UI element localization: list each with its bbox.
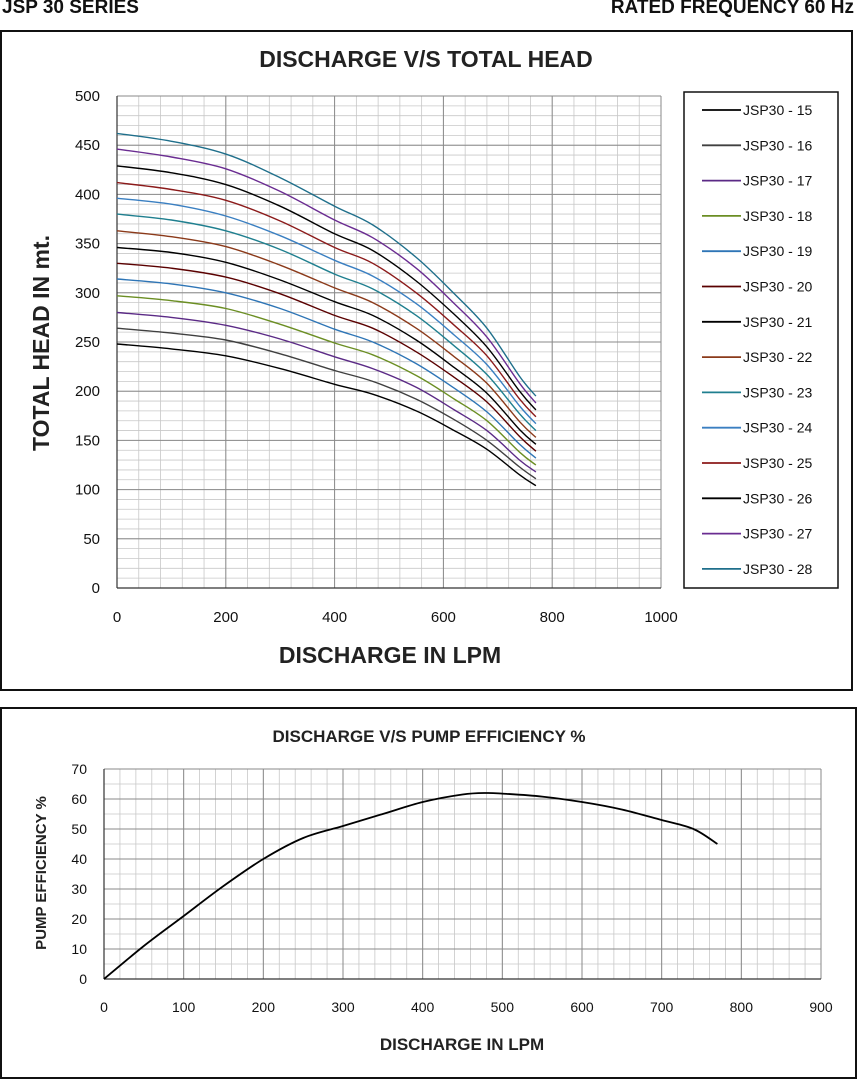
efficiency-chart-xlabel: DISCHARGE IN LPM <box>380 1035 544 1054</box>
series-line-5 <box>116 278 537 459</box>
legend-label: JSP30 - 24 <box>743 420 812 436</box>
y-tick-label: 0 <box>79 971 87 987</box>
x-tick-label: 900 <box>809 999 833 1015</box>
legend-label: JSP30 - 28 <box>743 561 812 577</box>
series-line-2 <box>116 327 537 480</box>
legend-label: JSP30 - 17 <box>743 173 812 189</box>
y-tick-label: 60 <box>71 791 87 807</box>
y-tick-label: 30 <box>71 881 87 897</box>
series-line-4 <box>116 295 537 466</box>
x-tick-label: 800 <box>730 999 754 1015</box>
legend-label: JSP30 - 18 <box>743 208 812 224</box>
head-plot: 0 200 400 600 800 1000 0 50 100 150 200 250 300 350 40… <box>75 88 678 626</box>
y-tick-label: 200 <box>75 383 100 400</box>
legend-label: JSP30 - 27 <box>743 526 812 542</box>
series-line-8 <box>116 230 537 438</box>
y-tick-label: 350 <box>75 236 100 253</box>
y-tick-label: 50 <box>71 821 87 837</box>
x-tick-label: 500 <box>491 999 515 1015</box>
efficiency-chart-title: DISCHARGE V/S PUMP EFFICIENCY % <box>273 727 586 746</box>
series-line-3 <box>116 311 537 473</box>
y-tick-label: 10 <box>71 941 87 957</box>
x-tick-label: 0 <box>100 999 108 1015</box>
legend-box <box>683 91 839 589</box>
y-tick-label: 100 <box>75 482 100 499</box>
y-tick-label: 250 <box>75 334 100 351</box>
x-tick-label: 200 <box>213 609 238 626</box>
head-chart-xlabel: DISCHARGE IN LPM <box>279 642 501 668</box>
x-tick-label: 400 <box>411 999 435 1015</box>
x-tick-label: 400 <box>322 609 347 626</box>
x-tick-label: 300 <box>331 999 355 1015</box>
efficiency-plot: 0 100 200 300 400 500 600 700 800 900 0 10 20 30 40 50 6… <box>71 761 832 1015</box>
legend-label: JSP30 - 16 <box>743 137 812 153</box>
series-line-9 <box>116 213 537 432</box>
head-chart-ylabel: TOTAL HEAD IN mt. <box>28 235 54 451</box>
y-tick-label: 500 <box>75 88 100 105</box>
legend: JSP30 - 15 JSP30 - 16 JSP30 - 17 JSP30 - 18… <box>702 102 812 577</box>
legend-label: JSP30 - 15 <box>743 102 812 118</box>
series-header: JSP 30 SERIES <box>2 0 139 18</box>
x-tick-label: 200 <box>252 999 276 1015</box>
series-line-12 <box>116 165 537 411</box>
x-tick-label: 600 <box>431 609 456 626</box>
series-line-7 <box>116 246 537 445</box>
series-line-10 <box>116 197 537 425</box>
y-tick-label: 20 <box>71 911 87 927</box>
x-tick-label: 1000 <box>644 609 677 626</box>
y-tick-label: 40 <box>71 851 87 867</box>
y-tick-label: 300 <box>75 285 100 302</box>
legend-label: JSP30 - 23 <box>743 384 812 400</box>
legend-label: JSP30 - 19 <box>743 243 812 259</box>
legend-label: JSP30 - 20 <box>743 279 812 295</box>
legend-label: JSP30 - 21 <box>743 314 812 330</box>
efficiency-chart-ylabel: PUMP EFFICIENCY % <box>33 796 50 950</box>
x-tick-label: 800 <box>540 609 565 626</box>
x-tick-label: 700 <box>650 999 674 1015</box>
legend-label: JSP30 - 26 <box>743 490 812 506</box>
frequency-header: RATED FREQUENCY 60 Hz <box>610 0 854 18</box>
head-chart-title: DISCHARGE V/S TOTAL HEAD <box>259 46 593 72</box>
y-tick-label: 70 <box>71 761 87 777</box>
series-line-1 <box>103 792 718 980</box>
y-tick-label: 0 <box>92 580 100 597</box>
y-tick-label: 400 <box>75 186 100 203</box>
series-line-6 <box>116 262 537 452</box>
series-line-11 <box>116 181 537 418</box>
x-tick-label: 0 <box>113 609 121 626</box>
y-tick-label: 450 <box>75 137 100 154</box>
series-line-1 <box>116 343 537 487</box>
series-line-13 <box>116 148 537 404</box>
legend-label: JSP30 - 25 <box>743 455 812 471</box>
y-tick-label: 150 <box>75 432 100 449</box>
x-tick-label: 100 <box>172 999 196 1015</box>
series-line-14 <box>116 132 537 397</box>
x-tick-label: 600 <box>570 999 594 1015</box>
legend-label: JSP30 - 22 <box>743 349 812 365</box>
y-tick-label: 50 <box>83 531 100 548</box>
